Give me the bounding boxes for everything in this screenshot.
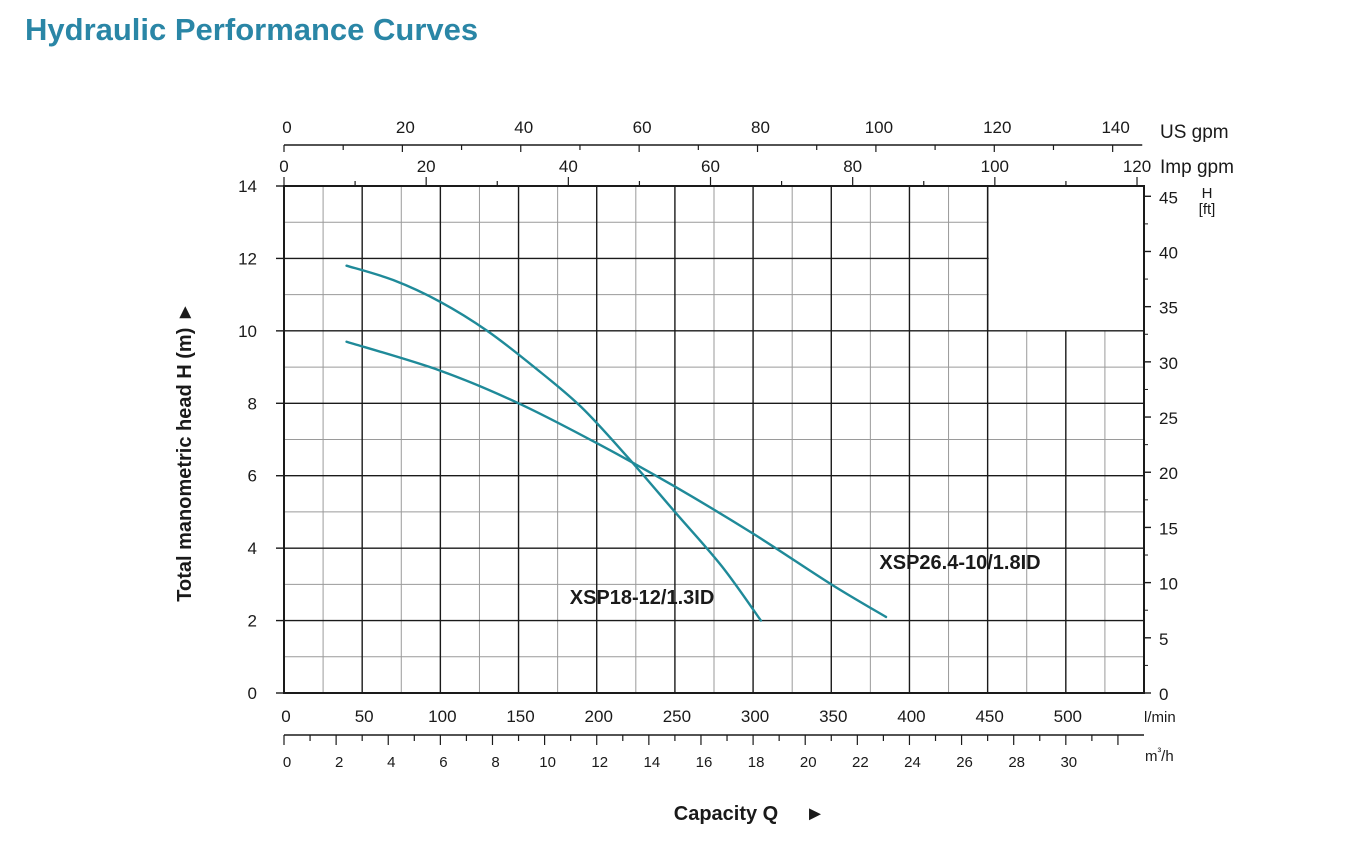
m3h-unit-label: m³/h	[1145, 746, 1174, 765]
x-tick-label: 350	[819, 707, 847, 726]
m3h-tick-label: 14	[644, 754, 661, 771]
y-tick-label: 12	[238, 249, 257, 268]
x-tick-label: 200	[585, 707, 613, 726]
x-tick-label: 300	[741, 707, 769, 726]
page-title: Hydraulic Performance Curves	[25, 12, 479, 47]
x-tick-label: 150	[506, 707, 534, 726]
m3h-tick-label: 12	[591, 754, 608, 771]
imp-tick-label: 20	[417, 157, 436, 176]
m3h-tick-label: 22	[852, 754, 869, 771]
us-tick-label: 20	[396, 118, 415, 137]
m3h-tick-label: 4	[387, 754, 395, 771]
series-label-xsp26: XSP26.4-10/1.8ID	[879, 552, 1040, 574]
ft-tick-label: 35	[1159, 299, 1178, 318]
m3h-tick-label: 30	[1060, 754, 1077, 771]
m3h-tick-label: 6	[439, 754, 447, 771]
grid	[284, 186, 1144, 693]
x-axis-title: Capacity Q	[674, 803, 778, 825]
ft-tick-label: 15	[1159, 519, 1178, 538]
ft-tick-label: 25	[1159, 409, 1178, 428]
y-tick-label: 8	[248, 394, 257, 413]
imp-tick-label: 0	[279, 157, 288, 176]
x-axis-arrow: ►	[805, 803, 825, 825]
ft-tick-label: 5	[1159, 630, 1168, 649]
plot-border	[283, 185, 1145, 694]
y-tick-label: 0	[248, 684, 257, 703]
m3h-tick-label: 8	[491, 754, 499, 771]
plot-frame	[283, 185, 1145, 694]
x-tick-label: 500	[1054, 707, 1082, 726]
ft-tick-label: 0	[1159, 685, 1168, 704]
x-tick-label: 450	[975, 707, 1003, 726]
m3h-tick-label: 28	[1008, 754, 1025, 771]
m3h-tick-label: 0	[283, 754, 291, 771]
imp-tick-label: 40	[559, 157, 578, 176]
imp-tick-label: 100	[981, 157, 1009, 176]
x-tick-label: 100	[428, 707, 456, 726]
x-tick-label: 250	[663, 707, 691, 726]
y-axis-title: Total manometric head H (m) ►	[174, 302, 196, 601]
ft-tick-label: 20	[1159, 464, 1178, 483]
series-label-xsp18: XSP18-12/1.3ID	[570, 587, 715, 609]
series-lines	[345, 264, 888, 622]
us-tick-label: 120	[983, 118, 1011, 137]
imp-tick-label: 60	[701, 157, 720, 176]
y-tick-label: 14	[238, 177, 257, 196]
ft-unit-label: [ft]	[1199, 201, 1216, 218]
legend-box	[988, 187, 1143, 331]
m3h-tick-label: 20	[800, 754, 817, 771]
m3h-tick-label: 26	[956, 754, 973, 771]
chart-labels: XSP18-12/1.3ID XSP26.4-10/1.8ID Total mano…	[174, 302, 1041, 825]
series-curve-1	[345, 264, 763, 622]
us-tick-label: 40	[514, 118, 533, 137]
imp-unit-label: Imp gpm	[1160, 157, 1234, 178]
y-tick-label: 2	[248, 612, 257, 631]
ft-unit-label: H	[1202, 185, 1213, 202]
us-tick-label: 100	[865, 118, 893, 137]
us-unit-label: US gpm	[1160, 122, 1229, 143]
m3h-tick-label: 2	[335, 754, 343, 771]
ft-tick-label: 45	[1159, 188, 1178, 207]
y-tick-label: 6	[248, 467, 257, 486]
y-tick-label: 10	[238, 322, 257, 341]
us-tick-label: 0	[282, 118, 291, 137]
m3h-tick-label: 16	[696, 754, 713, 771]
x-tick-label: 50	[355, 707, 374, 726]
ft-tick-label: 10	[1159, 575, 1178, 594]
x-tick-label: 0	[281, 707, 290, 726]
us-tick-label: 60	[633, 118, 652, 137]
us-tick-label: 140	[1101, 118, 1129, 137]
m3h-tick-label: 10	[539, 754, 556, 771]
m3h-tick-label: 18	[748, 754, 765, 771]
ft-tick-label: 40	[1159, 243, 1178, 262]
x-unit-label: l/min	[1144, 709, 1176, 726]
m3h-tick-label: 24	[904, 754, 921, 771]
imp-tick-label: 80	[843, 157, 862, 176]
x-tick-label: 400	[897, 707, 925, 726]
imp-tick-label: 120	[1123, 157, 1151, 176]
series-curve-2	[345, 340, 888, 619]
ft-tick-label: 30	[1159, 354, 1178, 373]
us-tick-label: 80	[751, 118, 770, 137]
y-tick-label: 4	[248, 539, 257, 558]
